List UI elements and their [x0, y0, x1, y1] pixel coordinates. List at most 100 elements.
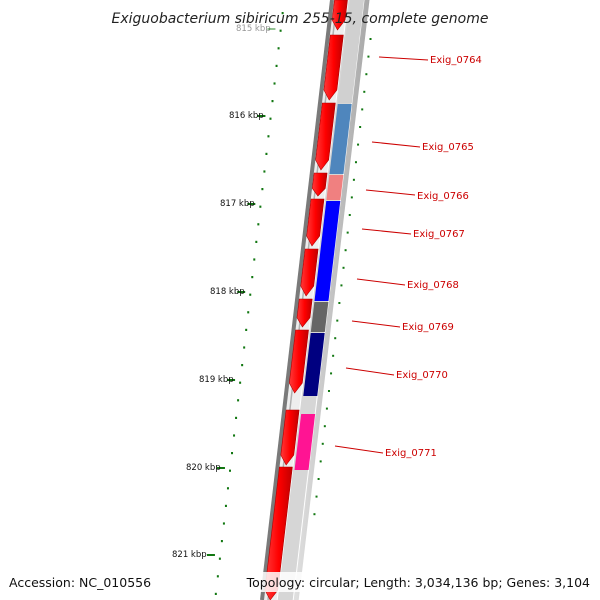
minor-tick: [245, 328, 248, 331]
outer-tick: [359, 126, 362, 128]
minor-tick: [224, 504, 227, 507]
outer-tick: [327, 390, 330, 392]
minor-tick: [241, 364, 244, 367]
gene-label[interactable]: Exig_0764: [430, 55, 482, 66]
kbp-label: 819 kbp: [199, 375, 234, 385]
outer-tick: [369, 38, 372, 40]
minor-tick: [279, 29, 282, 32]
minor-tick: [263, 170, 266, 173]
kbp-label: 820 kbp: [186, 463, 221, 473]
outer-tick: [352, 178, 355, 181]
minor-tick: [259, 205, 262, 208]
gene-label[interactable]: Exig_0765: [422, 142, 474, 153]
outer-tick: [323, 425, 326, 428]
outer-tick: [330, 372, 333, 375]
reverse-gene-block: [337, 0, 364, 103]
major-tick: [237, 291, 246, 293]
outer-tick: [334, 337, 337, 340]
reverse-strand-genes: [294, 0, 364, 470]
minor-tick: [235, 416, 238, 419]
gene-label[interactable]: Exig_0769: [402, 322, 454, 333]
reverse-gene-block: [294, 414, 316, 470]
forward-strand-genes: [264, 0, 348, 600]
genome-backbone: [260, 0, 334, 600]
footer-backdrop: [258, 572, 598, 592]
outer-tick: [350, 196, 353, 199]
forward-gene-arrow: [264, 466, 293, 600]
minor-tick: [228, 469, 231, 472]
outer-tick: [325, 407, 328, 410]
minor-tick: [269, 117, 272, 120]
topology-summary: Topology: circular; Length: 3,034,136 bp…: [246, 575, 590, 590]
minor-tick: [267, 135, 270, 138]
reverse-gene-block: [329, 104, 352, 174]
outer-tick: [342, 266, 345, 269]
minor-tick: [231, 452, 234, 455]
label-leader: [378, 56, 429, 61]
kbp-label: 818 kbp: [210, 287, 245, 297]
minor-tick: [275, 64, 278, 67]
outer-strand-strip: [293, 0, 370, 600]
major-tick: [206, 554, 215, 556]
outer-tick: [354, 161, 357, 164]
outer-tick: [313, 513, 316, 516]
minor-tick: [271, 100, 274, 103]
label-leader: [334, 445, 384, 454]
kbp-label: 817 kbp: [220, 199, 255, 209]
minor-tick: [247, 311, 250, 314]
outer-tick: [336, 319, 339, 322]
gene-label[interactable]: Exig_0770: [396, 370, 448, 381]
minor-tick: [253, 258, 256, 261]
outer-tick: [340, 284, 343, 287]
gene-label[interactable]: Exig_0771: [385, 448, 437, 459]
minor-tick: [265, 152, 268, 155]
minor-tick: [281, 12, 284, 15]
minor-tick: [226, 487, 229, 490]
forward-gene-arrow: [315, 102, 336, 171]
forward-gene-arrow: [306, 198, 325, 247]
minor-tick: [255, 240, 258, 243]
outer-tick: [346, 231, 349, 234]
minor-tick: [261, 188, 264, 191]
minor-tick: [220, 540, 223, 543]
reverse-gene-block: [314, 252, 335, 301]
outer-tick: [357, 143, 360, 146]
gene-label[interactable]: Exig_0766: [417, 191, 469, 202]
gene-label[interactable]: Exig_0768: [407, 280, 459, 291]
kbp-label: 815 kbp: [236, 24, 271, 34]
accession-text: Accession: NC_010556: [9, 575, 151, 590]
kbp-label: 816 kbp: [229, 111, 264, 121]
kbp-labels: 815 kbp 816 kbp 817 kbp 818 kbp 819 kbp …: [172, 24, 271, 560]
reverse-gene-block: [303, 333, 325, 396]
minor-tick: [214, 592, 217, 595]
outer-tick: [332, 354, 335, 357]
label-leader: [361, 228, 412, 235]
forward-gene-arrow: [280, 409, 300, 466]
outer-tick: [319, 460, 322, 463]
outer-tick: [367, 55, 370, 58]
minor-tick: [216, 575, 219, 578]
minor-tick: [249, 293, 252, 296]
minor-tick: [243, 346, 246, 349]
label-leader: [345, 367, 395, 376]
map-title: Exiguobacterium sibiricum 255-15, comple…: [111, 11, 488, 27]
major-tick: [227, 379, 236, 381]
forward-gene-arrow: [311, 172, 328, 197]
major-tick: [267, 28, 276, 30]
minor-tick: [239, 381, 242, 384]
outer-tick: [338, 302, 341, 304]
minor-tick: [277, 47, 280, 50]
label-leader: [356, 278, 406, 286]
reverse-gene-block: [320, 201, 341, 252]
minor-tick: [251, 276, 254, 279]
minor-tick: [257, 223, 260, 226]
major-tick: [257, 115, 266, 117]
outer-tick: [315, 495, 318, 498]
major-tick: [216, 467, 225, 469]
label-leader: [371, 141, 421, 148]
minor-tick: [237, 399, 240, 402]
forward-gene-arrow: [296, 298, 313, 328]
minor-tick: [233, 434, 236, 437]
gene-label[interactable]: Exig_0767: [413, 229, 465, 240]
